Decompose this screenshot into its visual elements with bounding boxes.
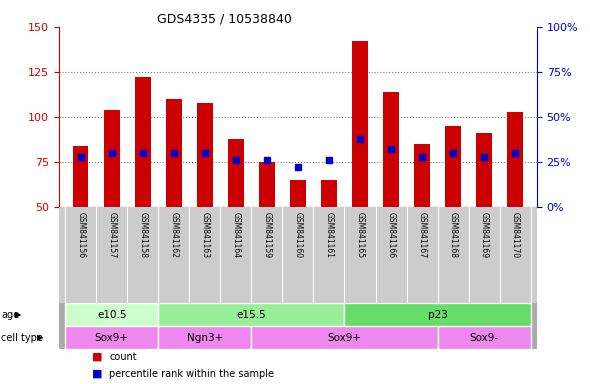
Point [448, 150, 458, 156]
Point [107, 150, 116, 156]
Bar [228, 139, 244, 207]
Text: Ngn3+: Ngn3+ [186, 333, 223, 343]
Text: GSM841168: GSM841168 [448, 212, 458, 258]
Bar [73, 146, 88, 207]
Text: GSM841170: GSM841170 [511, 212, 520, 258]
Bar [345, 303, 530, 326]
Text: e15.5: e15.5 [237, 310, 266, 319]
Point [262, 157, 271, 163]
Text: Sox9+: Sox9+ [327, 333, 362, 343]
Text: GSM841160: GSM841160 [293, 212, 303, 258]
Text: age: age [1, 310, 19, 319]
Text: GSM841156: GSM841156 [76, 212, 85, 258]
Bar [445, 126, 461, 207]
Text: percentile rank within the sample: percentile rank within the sample [109, 369, 274, 379]
Text: GSM841169: GSM841169 [480, 212, 489, 258]
Bar [104, 110, 120, 207]
Point [293, 164, 303, 170]
Point [510, 150, 520, 156]
Bar [321, 180, 337, 207]
Bar [166, 99, 182, 207]
Text: GSM841157: GSM841157 [107, 212, 116, 258]
Point [355, 136, 365, 142]
Text: GSM841163: GSM841163 [201, 212, 209, 258]
Text: ■: ■ [93, 369, 103, 379]
Bar [290, 180, 306, 207]
Point [200, 150, 209, 156]
Point [169, 150, 179, 156]
Bar [135, 77, 150, 207]
Bar [158, 326, 251, 349]
Text: count: count [109, 352, 137, 362]
Text: GSM841165: GSM841165 [356, 212, 365, 258]
Bar [414, 144, 430, 207]
Bar [259, 162, 275, 207]
Text: ▶: ▶ [15, 310, 21, 319]
Text: cell type: cell type [1, 333, 43, 343]
Text: e10.5: e10.5 [97, 310, 126, 319]
Text: GSM841159: GSM841159 [263, 212, 271, 258]
Point [417, 154, 427, 160]
Text: GSM841161: GSM841161 [324, 212, 333, 258]
Bar [251, 326, 438, 349]
Point [324, 157, 334, 163]
Bar [65, 326, 158, 349]
Point [480, 154, 489, 160]
Bar [197, 103, 212, 207]
Text: GSM841166: GSM841166 [386, 212, 395, 258]
Text: Sox9+: Sox9+ [95, 333, 129, 343]
Point [231, 157, 241, 163]
Bar [65, 303, 158, 326]
Text: ▶: ▶ [37, 333, 44, 342]
Bar [507, 112, 523, 207]
Text: GSM841158: GSM841158 [138, 212, 148, 258]
Point [76, 154, 86, 160]
Bar [158, 303, 345, 326]
Bar [384, 92, 399, 207]
Bar [438, 326, 530, 349]
Point [386, 146, 396, 152]
Text: Sox9-: Sox9- [470, 333, 499, 343]
Text: p23: p23 [428, 310, 448, 319]
Text: GDS4335 / 10538840: GDS4335 / 10538840 [157, 13, 291, 26]
Text: ■: ■ [93, 352, 103, 362]
Text: GSM841167: GSM841167 [418, 212, 427, 258]
Point [138, 150, 148, 156]
Text: GSM841164: GSM841164 [231, 212, 240, 258]
Text: GSM841162: GSM841162 [169, 212, 178, 258]
Bar [352, 41, 368, 207]
Bar [476, 133, 492, 207]
